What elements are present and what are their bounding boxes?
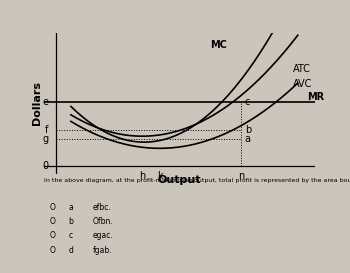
Text: a: a xyxy=(68,203,73,212)
Text: O: O xyxy=(49,245,55,254)
X-axis label: Output: Output xyxy=(158,175,201,185)
Text: h: h xyxy=(139,171,146,181)
Text: efbc.: efbc. xyxy=(92,203,111,212)
Text: d: d xyxy=(68,245,73,254)
Text: egac.: egac. xyxy=(92,232,113,241)
Text: a: a xyxy=(245,134,251,144)
Text: k: k xyxy=(157,171,162,181)
Text: ATC: ATC xyxy=(293,64,311,74)
Text: n: n xyxy=(238,171,244,181)
Text: b: b xyxy=(245,125,251,135)
Text: AVC: AVC xyxy=(293,79,312,89)
Text: In the above diagram, at the profit-maximizing output, total profit is represent: In the above diagram, at the profit-maxi… xyxy=(44,178,350,183)
Text: c: c xyxy=(245,97,250,107)
Text: fgab.: fgab. xyxy=(92,245,112,254)
Text: MC: MC xyxy=(210,40,227,50)
Text: e: e xyxy=(43,97,49,107)
Text: 0: 0 xyxy=(43,161,49,171)
Text: O: O xyxy=(49,203,55,212)
Text: f: f xyxy=(45,125,49,135)
Text: O: O xyxy=(49,217,55,226)
Text: b: b xyxy=(68,217,73,226)
Text: MR: MR xyxy=(308,92,325,102)
Text: g: g xyxy=(43,134,49,144)
Text: Ofbn.: Ofbn. xyxy=(92,217,113,226)
Y-axis label: Dollars: Dollars xyxy=(32,81,42,125)
Text: O: O xyxy=(49,232,55,241)
Text: c: c xyxy=(68,232,72,241)
